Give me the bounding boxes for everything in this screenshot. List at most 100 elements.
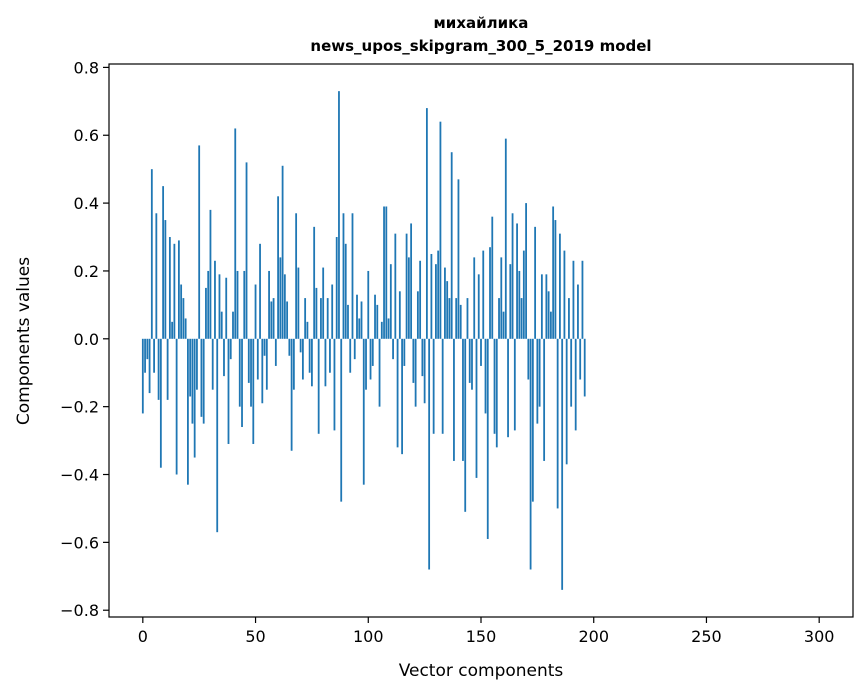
bar-90 (344, 243, 347, 339)
bar-34 (218, 274, 221, 339)
bar-192 (574, 338, 577, 431)
bar-151 (482, 250, 485, 339)
bar-81 (324, 338, 327, 387)
bar-173 (531, 338, 534, 502)
bar-46 (245, 162, 248, 339)
bar-181 (549, 311, 552, 339)
y-tick-label-5: 0.2 (74, 262, 99, 281)
bar-156 (493, 338, 496, 434)
bar-65 (288, 338, 291, 356)
bar-158 (498, 298, 500, 339)
bar-56 (268, 270, 270, 339)
bar-196 (583, 338, 586, 397)
bar-130 (435, 264, 437, 339)
bar-15 (175, 338, 178, 475)
bar-77 (315, 287, 318, 339)
bar-190 (570, 338, 573, 407)
bar-194 (579, 338, 582, 380)
bar-59 (274, 338, 277, 366)
bar-9 (162, 186, 165, 339)
bar-153 (486, 338, 489, 539)
bar-169 (522, 250, 525, 339)
bar-115 (401, 338, 403, 455)
bar-107 (383, 206, 385, 339)
bar-142 (462, 338, 464, 461)
bar-21 (189, 338, 192, 397)
bar-114 (398, 291, 401, 339)
bar-97 (360, 301, 363, 339)
bar-49 (252, 338, 255, 444)
bar-76 (313, 226, 316, 339)
bar-146 (471, 338, 473, 390)
bar-42 (236, 270, 239, 339)
bar-148 (475, 338, 478, 478)
bar-127 (428, 338, 431, 570)
x-tick-label-300: 300 (804, 627, 835, 646)
bar-150 (480, 338, 482, 366)
bar-111 (392, 338, 394, 360)
bar-167 (518, 270, 521, 339)
bar-126 (425, 108, 428, 339)
y-axis-ticks: −0.8 −0.6 −0.4 −0.2 0.0 0.2 0.4 0.6 0.8 (60, 58, 109, 620)
bar-32 (214, 260, 216, 339)
bar-137 (450, 152, 453, 339)
bar-72 (304, 298, 307, 339)
y-tick-label-2: −0.4 (60, 466, 99, 485)
bar-161 (504, 138, 507, 339)
bar-82 (326, 298, 329, 339)
bar-157 (495, 338, 498, 448)
bar-144 (466, 298, 469, 339)
bar-179 (545, 274, 548, 339)
bar-180 (547, 291, 550, 339)
bar-112 (394, 233, 397, 339)
bar-43 (238, 338, 241, 407)
y-axis-label: Components values (14, 257, 34, 425)
x-tick-label-150: 150 (466, 627, 497, 646)
bar-132 (439, 121, 442, 339)
bar-7 (157, 338, 160, 400)
bar-102 (371, 338, 374, 366)
bar-141 (459, 304, 462, 339)
bar-series (141, 91, 586, 590)
bar-134 (444, 267, 446, 339)
bar-176 (538, 338, 541, 407)
bar-119 (410, 223, 413, 339)
bar-129 (432, 338, 435, 434)
bar-163 (509, 264, 512, 339)
bar-17 (180, 284, 183, 339)
bar-128 (430, 253, 433, 339)
bar-106 (380, 321, 383, 339)
bar-193 (577, 284, 579, 339)
bar-185 (559, 233, 561, 339)
bar-131 (437, 250, 440, 339)
bar-83 (329, 338, 331, 373)
bar-13 (171, 321, 174, 339)
bar-2 (146, 338, 149, 360)
bar-159 (500, 257, 503, 339)
bar-105 (378, 338, 381, 407)
bar-54 (263, 338, 266, 356)
bar-69 (297, 267, 300, 339)
bar-175 (536, 338, 539, 424)
bar-55 (265, 338, 268, 390)
bar-121 (414, 338, 417, 407)
bar-71 (301, 338, 304, 380)
bar-23 (193, 338, 196, 458)
bar-68 (295, 213, 298, 339)
bar-113 (396, 338, 399, 448)
bar-183 (554, 220, 557, 339)
bar-162 (507, 338, 509, 438)
bar-11 (166, 338, 169, 400)
bar-0 (141, 338, 144, 414)
bar-191 (572, 260, 575, 339)
bar-36 (223, 338, 225, 377)
bar-61 (279, 257, 282, 339)
y-tick-label-0: −0.8 (60, 601, 99, 620)
bar-133 (441, 338, 444, 434)
bar-22 (191, 338, 194, 424)
bar-27 (202, 338, 205, 424)
bar-38 (227, 338, 230, 444)
bar-138 (453, 338, 455, 461)
bar-178 (543, 338, 546, 461)
bar-93 (351, 213, 354, 339)
